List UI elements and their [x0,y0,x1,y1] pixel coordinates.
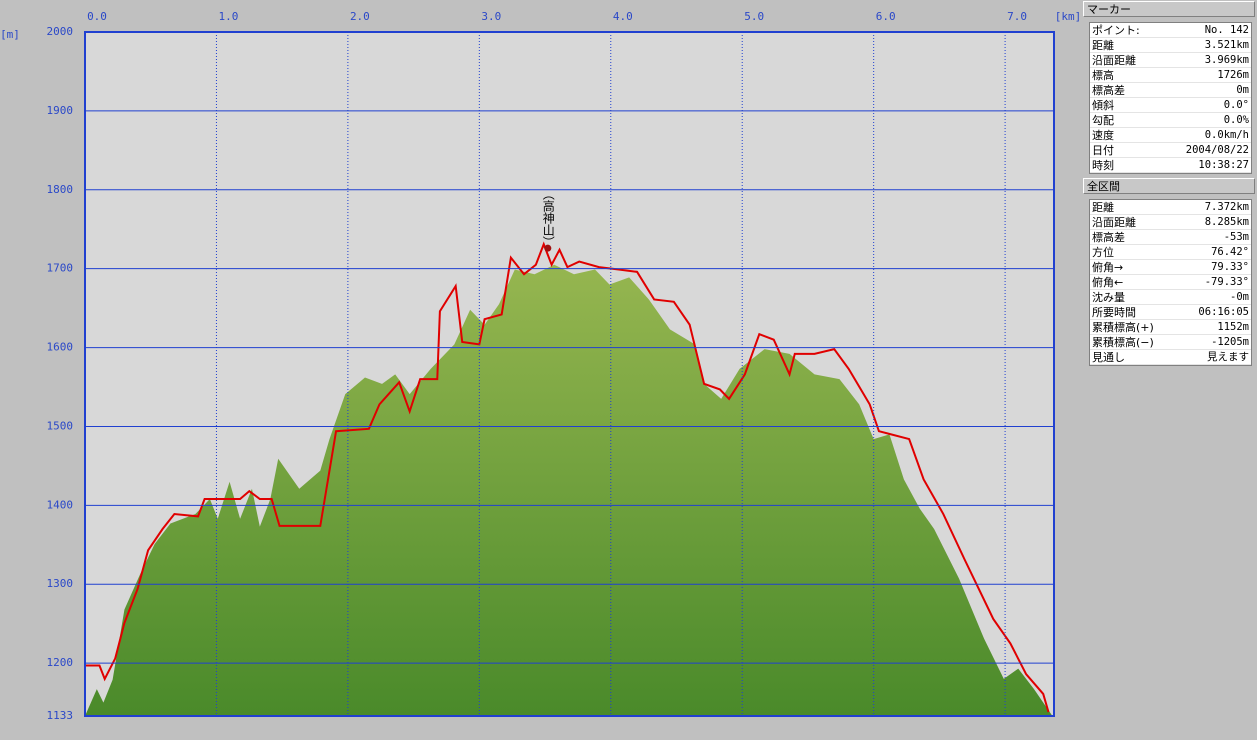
info-row: 方位 76.42° [1090,245,1251,260]
info-value: 3.521km [1204,39,1249,51]
info-row: 累積標高(−) -1205m [1090,335,1251,350]
info-value: 0.0° [1223,99,1249,111]
info-label: 見通し [1092,351,1125,364]
plot-border [84,31,1055,717]
info-value: 0m [1236,84,1249,96]
info-value: 76.42° [1211,246,1249,258]
track-line [85,241,1050,713]
x-axis-label: [km] [1055,10,1082,23]
x-tick-label: 0.0 [87,10,107,23]
info-row: 標高差 0m [1090,83,1251,98]
info-value: -1205m [1211,336,1249,348]
info-label: 日付 [1092,144,1114,157]
info-value: 2004/08/22 [1185,144,1249,156]
info-value: 0.0% [1223,114,1249,126]
info-row: 俯角→ 79.33° [1090,260,1251,275]
info-row: 沿面距離 3.969km [1090,53,1251,68]
info-label: 俯角← [1092,276,1124,289]
panel-rows: ポイント: No. 142 距離 3.521km 沿面距離 3.969km 標高 1726m 標… [1089,22,1252,174]
info-row: 沈み量 -0m [1090,290,1251,305]
y-tick-label: 1700 [47,262,74,275]
info-value: 0.0km/h [1204,129,1249,141]
chart: [m] [km] 1133 1200 1300 1400 1500 1600 1700 180… [0,10,1082,722]
info-value: -79.33° [1204,276,1249,288]
info-value: 06:16:05 [1198,306,1249,318]
info-row: 俯角← -79.33° [1090,275,1251,290]
x-tick-label: 1.0 [219,10,239,23]
x-tick-label: 6.0 [876,10,896,23]
info-label: 所要時間 [1092,306,1136,319]
info-label: 標高差 [1092,84,1125,97]
info-row: 沿面距離 8.285km [1090,215,1251,230]
info-row: 日付 2004/08/22 [1090,143,1251,158]
info-label: 速度 [1092,129,1114,142]
info-value: 79.33° [1211,261,1249,273]
panel-header: マーカー [1083,1,1255,17]
info-row: 距離 3.521km [1090,38,1251,53]
y-tick-label: 1600 [47,341,74,354]
panel-header: 全区間 [1083,178,1255,194]
info-value: 1152m [1217,321,1249,333]
y-tick-label: 1200 [47,656,74,669]
info-label: 標高差 [1092,231,1125,244]
x-tick-label: 7.0 [1007,10,1027,23]
info-row: 時刻 10:38:27 [1090,158,1251,173]
info-label: 累積標高(+) [1092,321,1154,334]
info-label: 俯角→ [1092,261,1124,274]
x-tick-label: 4.0 [613,10,633,23]
y-tick-label: 1400 [47,498,74,511]
y-tick-label: 1133 [47,709,74,722]
info-label: 距離 [1092,201,1114,214]
info-value: 3.969km [1204,54,1249,66]
info-label: 方位 [1092,246,1114,259]
marker-point [544,244,552,252]
info-label: 傾斜 [1092,99,1114,112]
info-row: 標高 1726m [1090,68,1251,83]
y-axis-label: [m] [0,28,20,41]
info-value: 見えます [1207,351,1249,363]
info-row: 見通し 見えます [1090,350,1251,365]
info-row: ポイント: No. 142 [1090,23,1251,38]
info-row: 累積標高(+) 1152m [1090,320,1251,335]
y-tick-label: 1800 [47,183,74,196]
info-value: No. 142 [1204,24,1249,36]
info-label: 沿面距離 [1092,54,1136,67]
y-tick-label: 1900 [47,104,74,117]
info-row: 距離 7.372km [1090,200,1251,215]
info-label: 勾配 [1092,114,1114,127]
terrain-area [85,264,1053,716]
y-tick-label: 1500 [47,419,74,432]
info-row: 傾斜 0.0° [1090,98,1251,113]
y-tick-label: 1300 [47,577,74,590]
info-row: 標高差 -53m [1090,230,1251,245]
info-label: 累積標高(−) [1092,336,1154,349]
info-row: 所要時間 06:16:05 [1090,305,1251,320]
info-label: 距離 [1092,39,1114,52]
x-tick-label: 2.0 [350,10,370,23]
info-row: 速度 0.0km/h [1090,128,1251,143]
info-value: 1726m [1217,69,1249,81]
info-label: 時刻 [1092,159,1114,172]
info-value: -53m [1223,231,1249,243]
marker-label: （高神山） [541,188,555,248]
info-value: 10:38:27 [1198,159,1249,171]
info-label: 沿面距離 [1092,216,1136,229]
y-tick-label: 2000 [47,25,74,38]
info-label: ポイント: [1092,24,1140,37]
info-value: 7.372km [1204,201,1249,213]
x-tick-label: 3.0 [481,10,501,23]
info-value: -0m [1230,291,1249,303]
panel-rows: 距離 7.372km 沿面距離 8.285km 標高差 -53m 方位 76.42° 俯角→ 79… [1089,199,1252,366]
x-tick-label: 5.0 [744,10,764,23]
info-value: 8.285km [1204,216,1249,228]
info-row: 勾配 0.0% [1090,113,1251,128]
info-label: 標高 [1092,69,1114,82]
info-label: 沈み量 [1092,291,1125,304]
